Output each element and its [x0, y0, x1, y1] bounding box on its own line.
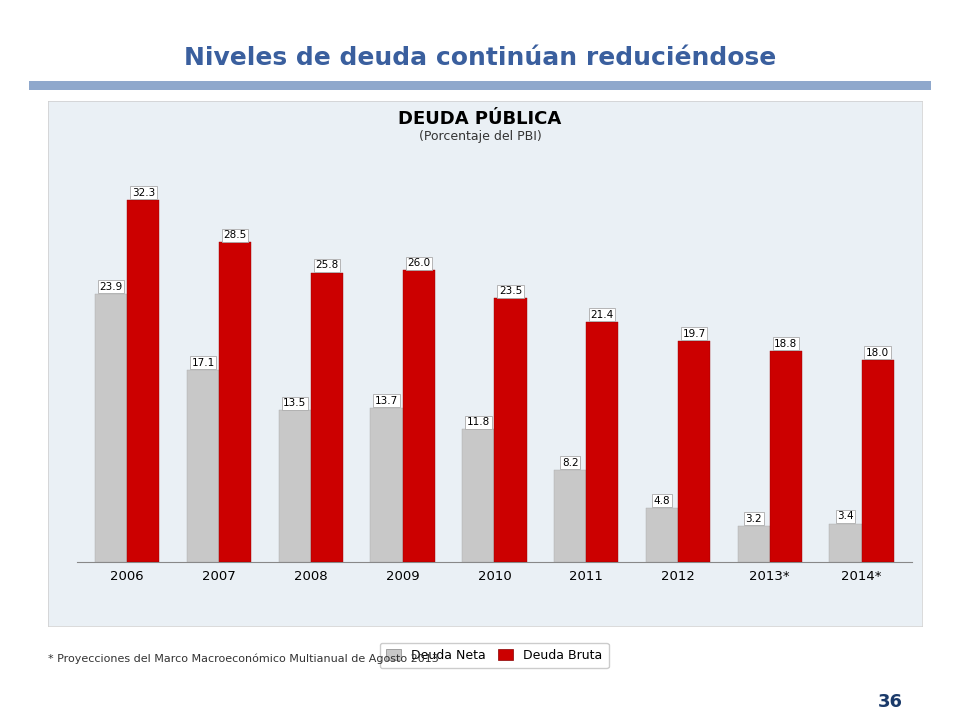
- Text: 23.5: 23.5: [499, 286, 522, 296]
- Text: DEUDA PÚBLICA: DEUDA PÚBLICA: [398, 110, 562, 128]
- Text: 3.4: 3.4: [837, 511, 853, 521]
- Text: 3.2: 3.2: [745, 513, 762, 523]
- Bar: [187, 370, 219, 562]
- Bar: [463, 429, 494, 562]
- Text: 25.8: 25.8: [315, 261, 339, 271]
- Text: 19.7: 19.7: [683, 329, 706, 338]
- Text: 32.3: 32.3: [132, 188, 155, 197]
- Bar: [829, 523, 861, 562]
- Text: 18.0: 18.0: [866, 348, 889, 358]
- Bar: [770, 351, 802, 562]
- Text: 21.4: 21.4: [590, 310, 613, 320]
- Text: 4.8: 4.8: [654, 495, 670, 505]
- Text: 26.0: 26.0: [407, 258, 430, 268]
- Bar: [95, 294, 128, 562]
- Text: 11.8: 11.8: [467, 417, 490, 427]
- Bar: [311, 273, 343, 562]
- Bar: [646, 508, 678, 562]
- Text: 23.9: 23.9: [100, 282, 123, 292]
- Text: * Proyecciones del Marco Macroeconómico Multianual de Agosto 2013: * Proyecciones del Marco Macroeconómico …: [48, 654, 439, 664]
- Bar: [371, 408, 402, 562]
- Bar: [402, 271, 435, 562]
- Bar: [737, 526, 770, 562]
- Legend: Deuda Neta, Deuda Bruta: Deuda Neta, Deuda Bruta: [380, 643, 609, 668]
- Text: (Porcentaje del PBI): (Porcentaje del PBI): [419, 130, 541, 143]
- Bar: [128, 200, 159, 562]
- Text: 13.5: 13.5: [283, 398, 306, 408]
- Bar: [219, 243, 252, 562]
- Bar: [494, 298, 526, 562]
- Bar: [678, 341, 710, 562]
- Bar: [278, 410, 311, 562]
- Bar: [554, 469, 587, 562]
- Bar: [861, 360, 894, 562]
- Text: 28.5: 28.5: [224, 230, 247, 240]
- Text: Niveles de deuda continúan reduciéndose: Niveles de deuda continúan reduciéndose: [184, 45, 776, 70]
- Text: 13.7: 13.7: [375, 396, 398, 406]
- Text: 18.8: 18.8: [774, 339, 798, 348]
- Text: 8.2: 8.2: [562, 457, 579, 467]
- Text: 36: 36: [877, 693, 902, 711]
- Bar: [587, 322, 618, 562]
- Text: 17.1: 17.1: [191, 358, 215, 368]
